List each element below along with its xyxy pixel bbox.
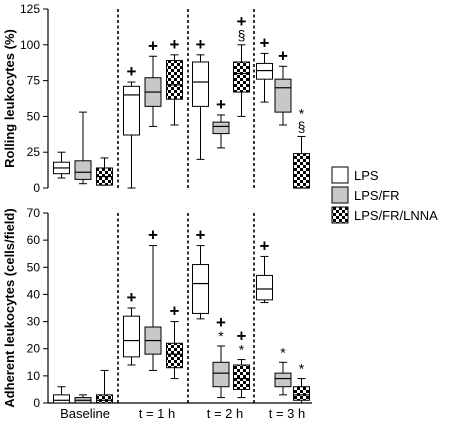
box-t3h-3 (293, 386, 310, 401)
y-axis-title: Rolling leukocytes (%) (2, 29, 17, 168)
y-tick-label: 50 (27, 260, 41, 274)
significance-plus: + (237, 327, 247, 346)
significance-plus: + (216, 95, 226, 114)
significance-plus: + (260, 33, 270, 52)
box-baseline-3 (96, 394, 113, 404)
significance-plus: + (127, 288, 137, 307)
y-tick-label: 125 (20, 2, 40, 16)
y-tick-label: 30 (27, 315, 41, 329)
x-tick-label: t = 3 h (269, 406, 306, 421)
significance-star: * (299, 105, 305, 121)
adherent-leukocytes-chart: 0 10 20 30 40 50 60 70 Adherent leukocytes (cell… (2, 206, 312, 421)
box-t1h-1 (123, 315, 140, 358)
legend-label: LPS (354, 168, 379, 183)
significance-plus: + (196, 35, 206, 54)
significance-section: § (298, 118, 306, 134)
significance-plus: + (170, 302, 180, 321)
box-t2h-2 (212, 121, 230, 135)
significance-plus: + (278, 46, 288, 65)
box-t3h-2 (274, 78, 292, 113)
legend: LPS LPS/FR LPS/FR/LNNA (331, 166, 438, 224)
significance-plus: + (237, 12, 247, 31)
legend-label: LPS/FR (354, 188, 400, 203)
y-axis-title: Adherent leukocytes (cells/field) (2, 208, 17, 407)
significance-plus: + (148, 36, 158, 55)
box-t1h-3 (166, 60, 183, 100)
y-tick-label: 60 (27, 233, 41, 247)
y-tick-label: 75 (27, 74, 41, 88)
x-tick-label: Baseline (60, 406, 110, 421)
legend-label: LPS/FR/LNNA (354, 208, 438, 223)
significance-plus: + (127, 62, 137, 81)
legend-swatch (331, 166, 349, 184)
box-t3h-1 (256, 274, 273, 301)
x-tick-label: t = 1 h (139, 406, 176, 421)
significance-plus: + (216, 313, 226, 332)
box-t3h-1 (256, 62, 273, 80)
legend-swatch (331, 186, 349, 204)
box-t1h-3 (166, 342, 183, 369)
box-t2h-2 (212, 361, 230, 388)
y-tick-label: 50 (27, 109, 41, 123)
box-baseline-1 (53, 394, 70, 404)
significance-star: * (280, 344, 286, 360)
significance-plus: + (260, 236, 270, 255)
significance-plus: + (170, 35, 180, 54)
box-t2h-3 (233, 364, 250, 390)
x-tick-label: t = 2 h (207, 406, 244, 421)
significance-star: * (239, 342, 245, 358)
significance-plus: + (196, 226, 206, 245)
y-tick-label: 100 (20, 38, 40, 52)
y-tick-label: 70 (27, 206, 41, 220)
y-tick-label: 10 (27, 369, 41, 383)
box-t3h-3 (293, 153, 310, 189)
box-t2h-1 (192, 61, 209, 107)
y-tick-label: 0 (33, 396, 40, 410)
y-tick-label: 0 (33, 181, 40, 195)
significance-star: * (299, 361, 305, 377)
significance-star: * (218, 328, 224, 344)
box-t2h-1 (192, 264, 209, 314)
y-tick-label: 25 (27, 145, 41, 159)
y-tick-label: 20 (27, 342, 41, 356)
box-t3h-2 (274, 372, 292, 388)
legend-swatch (331, 206, 349, 224)
box-t2h-3 (233, 61, 250, 93)
box-baseline-2 (74, 160, 92, 180)
y-tick-label: 40 (27, 287, 41, 301)
significance-section: § (238, 27, 246, 43)
box-t1h-1 (123, 85, 140, 136)
significance-plus: + (148, 226, 158, 245)
